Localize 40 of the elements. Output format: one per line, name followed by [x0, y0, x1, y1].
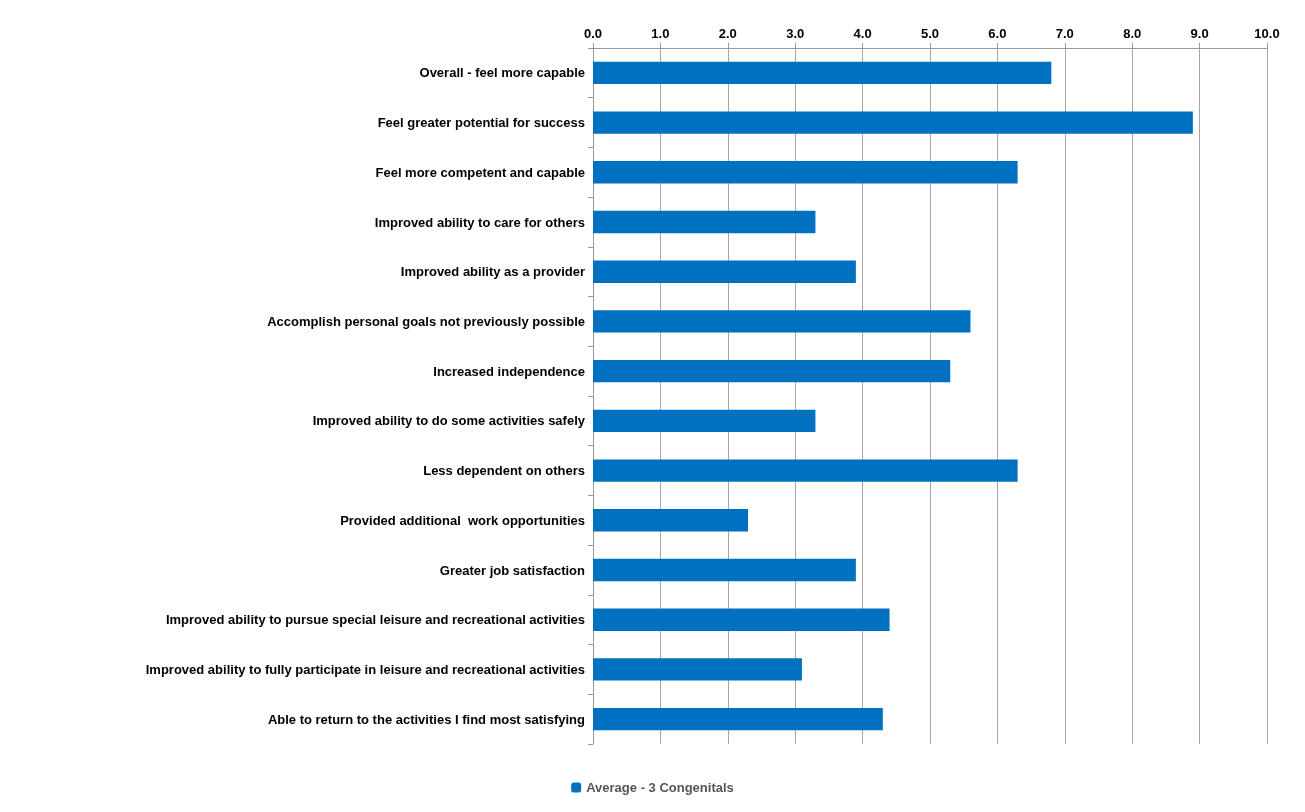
y-tick-label: Increased independence: [433, 363, 585, 379]
legend-label: Average - 3 Congenitals: [586, 780, 734, 795]
bar: [593, 161, 1018, 184]
x-tick-label: 0.0: [583, 26, 603, 41]
bar: [593, 359, 951, 383]
bar: [593, 260, 856, 283]
bar: [593, 310, 971, 333]
bar: [593, 409, 816, 433]
x-tick-label: 6.0: [988, 26, 1007, 41]
bar: [593, 608, 890, 631]
y-tick-label: Improved ability to do some activities safely: [312, 413, 586, 429]
y-tick-label: Accomplish personal goals not previously possible: [267, 313, 585, 329]
x-tick-label: 8.0: [1123, 26, 1142, 41]
x-tick-label: 2.0: [718, 26, 737, 41]
x-tick-label: 3.0: [786, 26, 805, 41]
bar: [593, 111, 1193, 134]
y-tick-label: Improved ability to fully participate in leisure and recreational activities: [145, 661, 585, 677]
y-tick-label: Improved ability as a provider: [400, 264, 585, 280]
x-tick-label: 9.0: [1190, 26, 1209, 41]
y-tick-label: Overall - feel more capable: [419, 65, 585, 81]
bar: [593, 509, 749, 532]
bar: [593, 61, 1052, 85]
bar: [593, 707, 883, 731]
bar: [593, 658, 802, 681]
y-tick-label: Greater job satisfaction: [439, 562, 586, 578]
x-tick-label: 5.0: [920, 26, 940, 41]
y-tick-label: Provided additional work opportunities: [340, 512, 585, 528]
y-tick-label: Improved ability to pursue special leisure and recreational activities: [165, 612, 585, 628]
bar: [593, 210, 816, 234]
bar: [593, 459, 1018, 482]
x-tick-label: 1.0: [651, 26, 670, 41]
y-tick-label: Feel greater potential for success: [377, 115, 585, 131]
y-tick-label: Able to return to the activities I find most satisfying: [267, 711, 586, 727]
x-tick-label: 4.0: [853, 26, 872, 41]
x-tick-label: 7.0: [1055, 26, 1074, 41]
bar: [593, 558, 856, 582]
x-tick-label: 10.0: [1254, 26, 1280, 41]
y-tick-label: Improved ability to care for others: [374, 214, 585, 230]
y-tick-label: Less dependent on others: [423, 463, 585, 479]
y-tick-label: Feel more competent and capable: [375, 164, 585, 180]
